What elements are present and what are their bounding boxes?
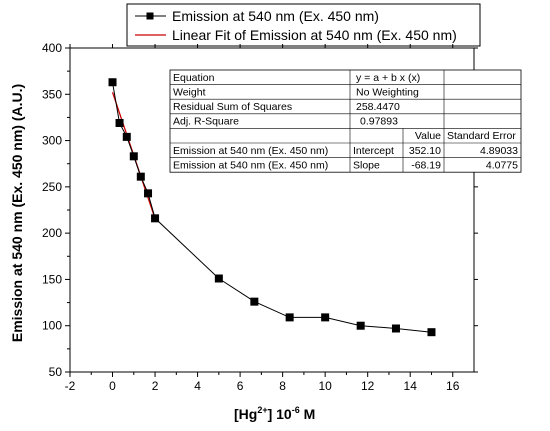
data-point — [115, 118, 124, 127]
table-cell: Value — [415, 130, 441, 142]
table-cell: Emission at 540 nm (Ex. 450 nm) — [173, 145, 328, 157]
y-tick-label: 350 — [42, 87, 62, 101]
table-cell: 258.4470 — [356, 101, 400, 113]
axis-ticks: -2 0 2 4 6 8 10 12 14 16 50 100 150 200 250 300 350 400 — [42, 41, 478, 393]
data-point — [356, 321, 365, 330]
table-cell: y = a + b x (x) — [356, 72, 420, 84]
data-point — [427, 328, 436, 337]
data-point — [285, 313, 294, 322]
x-axis-title-exponent: -6 — [292, 405, 300, 415]
data-point — [214, 274, 223, 283]
data-point — [129, 152, 138, 161]
data-point — [151, 214, 160, 223]
table-cell: Slope — [353, 159, 380, 171]
x-axis-title-base: [Hg — [234, 406, 257, 422]
table-cell: Equation — [173, 72, 215, 84]
x-axis-title-unit: M — [300, 406, 316, 422]
x-tick-label: 0 — [109, 379, 116, 393]
legend-marker-square — [146, 12, 154, 20]
table-cell: Weight — [173, 86, 206, 98]
table-cell: Residual Sum of Squares — [173, 101, 292, 113]
data-point — [108, 78, 117, 87]
data-point — [250, 297, 259, 306]
table-cell: Adj. R-Square — [173, 116, 239, 128]
legend-label-emission: Emission at 540 nm (Ex. 450 nm) — [172, 8, 379, 24]
data-point — [144, 189, 153, 198]
table-cell: 352.10 — [409, 145, 441, 157]
y-tick-label: 200 — [42, 226, 62, 240]
data-point — [122, 132, 131, 141]
y-tick-label: 300 — [42, 134, 62, 148]
x-tick-label: 14 — [404, 379, 418, 393]
legend-label-fit: Linear Fit of Emission at 540 nm (Ex. 45… — [172, 27, 457, 43]
x-axis-title-middle: ] 10 — [268, 406, 292, 422]
y-tick-label: 250 — [42, 180, 62, 194]
x-axis-title-superscript: 2+ — [257, 405, 267, 415]
data-point — [136, 172, 145, 181]
y-tick-label: 50 — [49, 365, 63, 379]
table-cell: Intercept — [353, 145, 394, 157]
x-tick-label: 6 — [237, 379, 244, 393]
fit-results-table: Equation y = a + b x (x) Weight No Weightin… — [169, 69, 522, 173]
table-cell: 4.89033 — [480, 145, 518, 157]
x-tick-label: 10 — [318, 379, 332, 393]
y-tick-label: 150 — [42, 272, 62, 286]
legend-frame — [126, 3, 481, 47]
y-axis-title: Emission at 540 nm (Ex. 450 nm) (A.U.) — [9, 84, 25, 342]
legend: Emission at 540 nm (Ex. 450 nm) Linear F… — [126, 3, 481, 47]
series-layer — [108, 78, 436, 337]
table-cell: Standard Error — [447, 130, 516, 142]
table-cell: 4.0775 — [486, 159, 518, 171]
table-border — [169, 69, 522, 173]
x-tick-label: 16 — [446, 379, 460, 393]
table-cell: 0.97893 — [360, 116, 398, 128]
table-cell: -68.19 — [411, 159, 441, 171]
x-tick-label: -2 — [65, 379, 76, 393]
y-tick-label: 100 — [42, 319, 62, 333]
x-tick-label: 2 — [152, 379, 159, 393]
x-tick-label: 4 — [194, 379, 201, 393]
y-tick-label: 400 — [42, 41, 62, 55]
table-cell: Emission at 540 nm (Ex. 450 nm) — [173, 159, 328, 171]
data-point — [391, 324, 400, 333]
x-tick-label: 12 — [361, 379, 375, 393]
data-point — [321, 313, 330, 322]
x-tick-label: 8 — [279, 379, 286, 393]
x-axis-title: [Hg2+] 10-6 M — [234, 405, 315, 422]
table-cell: No Weighting — [356, 86, 419, 98]
